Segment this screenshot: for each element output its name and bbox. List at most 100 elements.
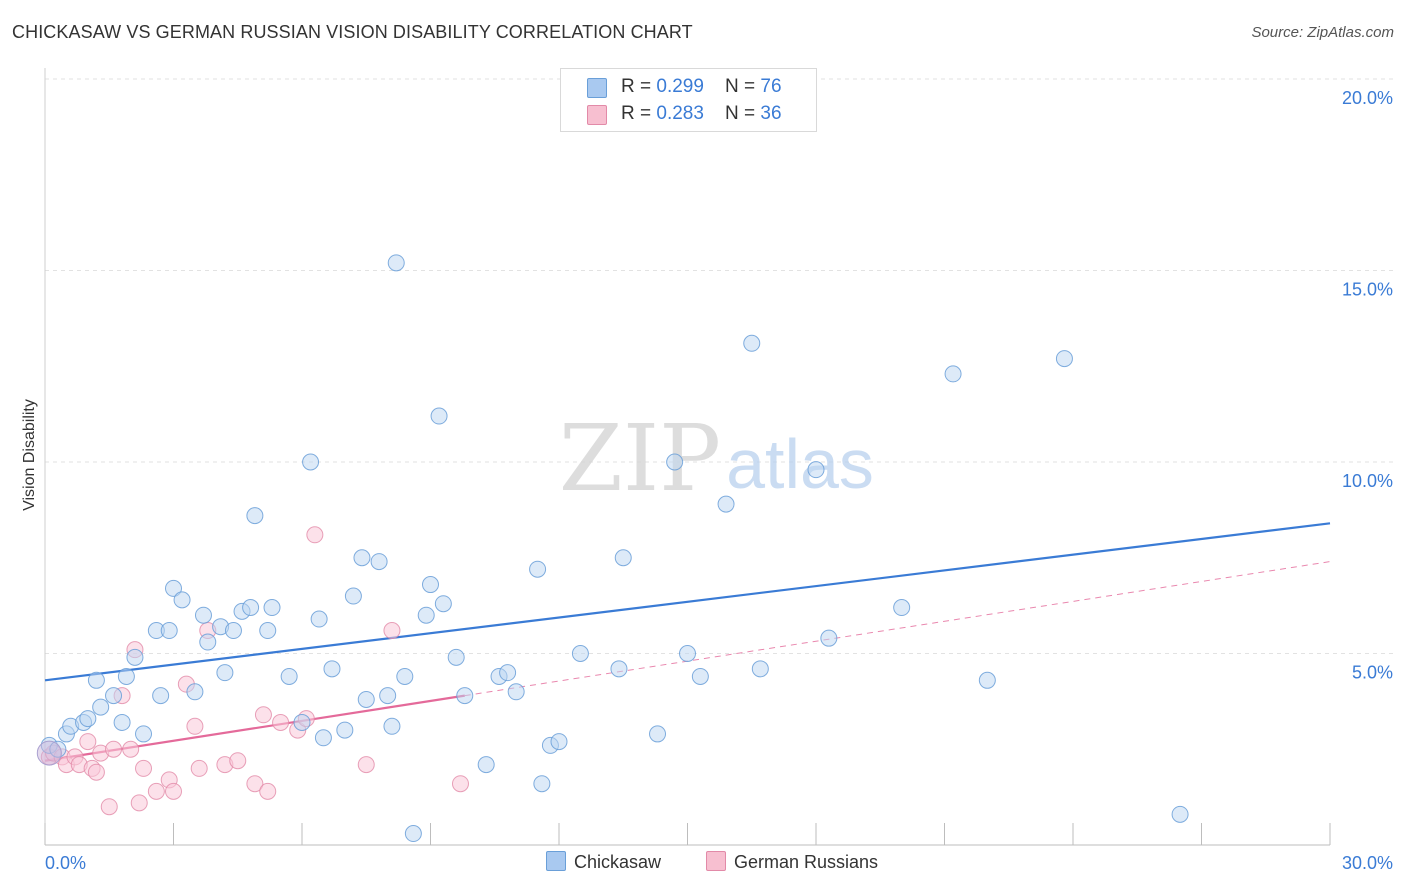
chickasaw-point (135, 725, 153, 743)
legend-n-label: N = (725, 76, 761, 97)
bottom-legend-chickasaw: Chickasaw (546, 851, 661, 873)
y-tick-label: 10.0% (1342, 471, 1393, 491)
x-tick-label: 0.0% (45, 853, 86, 873)
bottom-swatch-chickasaw (546, 851, 566, 871)
chickasaw-point (404, 825, 422, 843)
chickasaw-point (430, 407, 448, 425)
chickasaw-point (417, 606, 435, 624)
chickasaw-point (383, 717, 401, 735)
german-russians-point (272, 713, 290, 731)
chickasaw-point (199, 633, 217, 651)
german-russians-point (105, 740, 123, 758)
chickasaw-point (379, 687, 397, 705)
chickasaw-point (246, 507, 264, 525)
chickasaw-point (507, 683, 525, 701)
chickasaw-point (529, 560, 547, 578)
chickasaw-point (610, 660, 628, 678)
legend-r-label: R = (621, 76, 657, 97)
chickasaw-point (224, 622, 242, 640)
legend-swatch-german-russians (587, 105, 607, 125)
chickasaw-point (717, 495, 735, 513)
bottom-legend-german-russians: German Russians (706, 851, 878, 873)
legend-r-label: R = (621, 103, 657, 124)
chickasaw-point (113, 713, 131, 731)
watermark: ZIP atlas (559, 405, 874, 512)
chickasaw-point (314, 729, 332, 747)
german-russians-point (186, 717, 204, 735)
chickasaw-point (978, 671, 996, 689)
chickasaw-point (87, 671, 105, 689)
overlap-cluster-point (36, 740, 62, 766)
chickasaw-point (280, 667, 298, 685)
axes (44, 68, 1331, 846)
german-russians-point (190, 759, 208, 777)
data-points (36, 254, 1189, 843)
watermark-atlas: atlas (726, 425, 874, 503)
chickasaw-point (893, 599, 911, 617)
chickasaw-point (396, 667, 414, 685)
chickasaw-point (447, 648, 465, 666)
german-russians-point (246, 775, 264, 793)
legend-r-value: 0.283 (656, 103, 704, 124)
chickasaw-point (259, 622, 277, 640)
legend-n-value: 36 (760, 103, 782, 124)
chickasaw-point (370, 553, 388, 571)
y-axis-label: Vision Disability (21, 399, 38, 511)
chickasaw-point (477, 756, 495, 774)
chickasaw-point (456, 687, 474, 705)
chickasaw-point (263, 599, 281, 617)
german-russians-point (87, 763, 105, 781)
chickasaw-point (550, 733, 568, 751)
chickasaw-point (571, 645, 589, 662)
chickasaw-point (357, 690, 375, 708)
y-tick-label: 15.0% (1342, 280, 1393, 300)
chickasaw-point (614, 549, 632, 567)
german-russians-point (229, 752, 247, 770)
bottom-legend-label: German Russians (734, 852, 879, 872)
chickasaw-point (336, 721, 354, 739)
chickasaw-point (387, 254, 405, 272)
chickasaw-point (302, 453, 320, 471)
chickasaw-point (679, 645, 696, 662)
gridlines (45, 78, 1395, 654)
chickasaw-point (691, 667, 709, 685)
german-russians-point (122, 740, 140, 758)
y-tick-label: 20.0% (1342, 88, 1393, 108)
chickasaw-point (1171, 805, 1189, 823)
german-russians-trend-extension (464, 561, 1331, 697)
chickasaw-point (310, 610, 328, 628)
chickasaw-point (186, 683, 204, 701)
chickasaw-point (323, 660, 341, 678)
chickasaw-point (743, 334, 761, 352)
chickasaw-point (944, 365, 962, 383)
legend-n-value: 76 (760, 76, 782, 97)
chickasaw-point (422, 576, 439, 594)
bottom-legend-label: Chickasaw (574, 852, 662, 872)
chickasaw-point (499, 664, 517, 682)
chickasaw-point (194, 606, 212, 624)
german-russians-point (259, 782, 277, 800)
chickasaw-point (807, 461, 825, 479)
chickasaw-point (434, 595, 452, 613)
chickasaw-point (751, 660, 769, 678)
legend-r-value: 0.299 (656, 76, 704, 97)
chickasaw-point (160, 622, 178, 640)
chickasaw-point (353, 549, 371, 567)
chickasaw-point (165, 579, 182, 597)
german-russians-point (100, 798, 118, 816)
y-tick-label: 5.0% (1352, 663, 1393, 683)
chickasaw-point (117, 667, 135, 685)
chickasaw-point (1055, 350, 1073, 368)
german-russians-point (165, 782, 182, 800)
chart-title: CHICKASAW VS GERMAN RUSSIAN VISION DISAB… (12, 22, 693, 42)
german-russians-point (135, 759, 153, 777)
chickasaw-point (216, 664, 234, 682)
chickasaw-point (649, 725, 667, 743)
chickasaw-point (820, 629, 838, 647)
chickasaw-point (173, 591, 191, 609)
chickasaw-point (344, 587, 362, 605)
german-russians-point (451, 775, 469, 793)
legend-swatch-chickasaw (587, 78, 607, 98)
tick-labels: 5.0% 10.0% 15.0% 20.0% 0.0% 30.0% (45, 88, 1393, 873)
